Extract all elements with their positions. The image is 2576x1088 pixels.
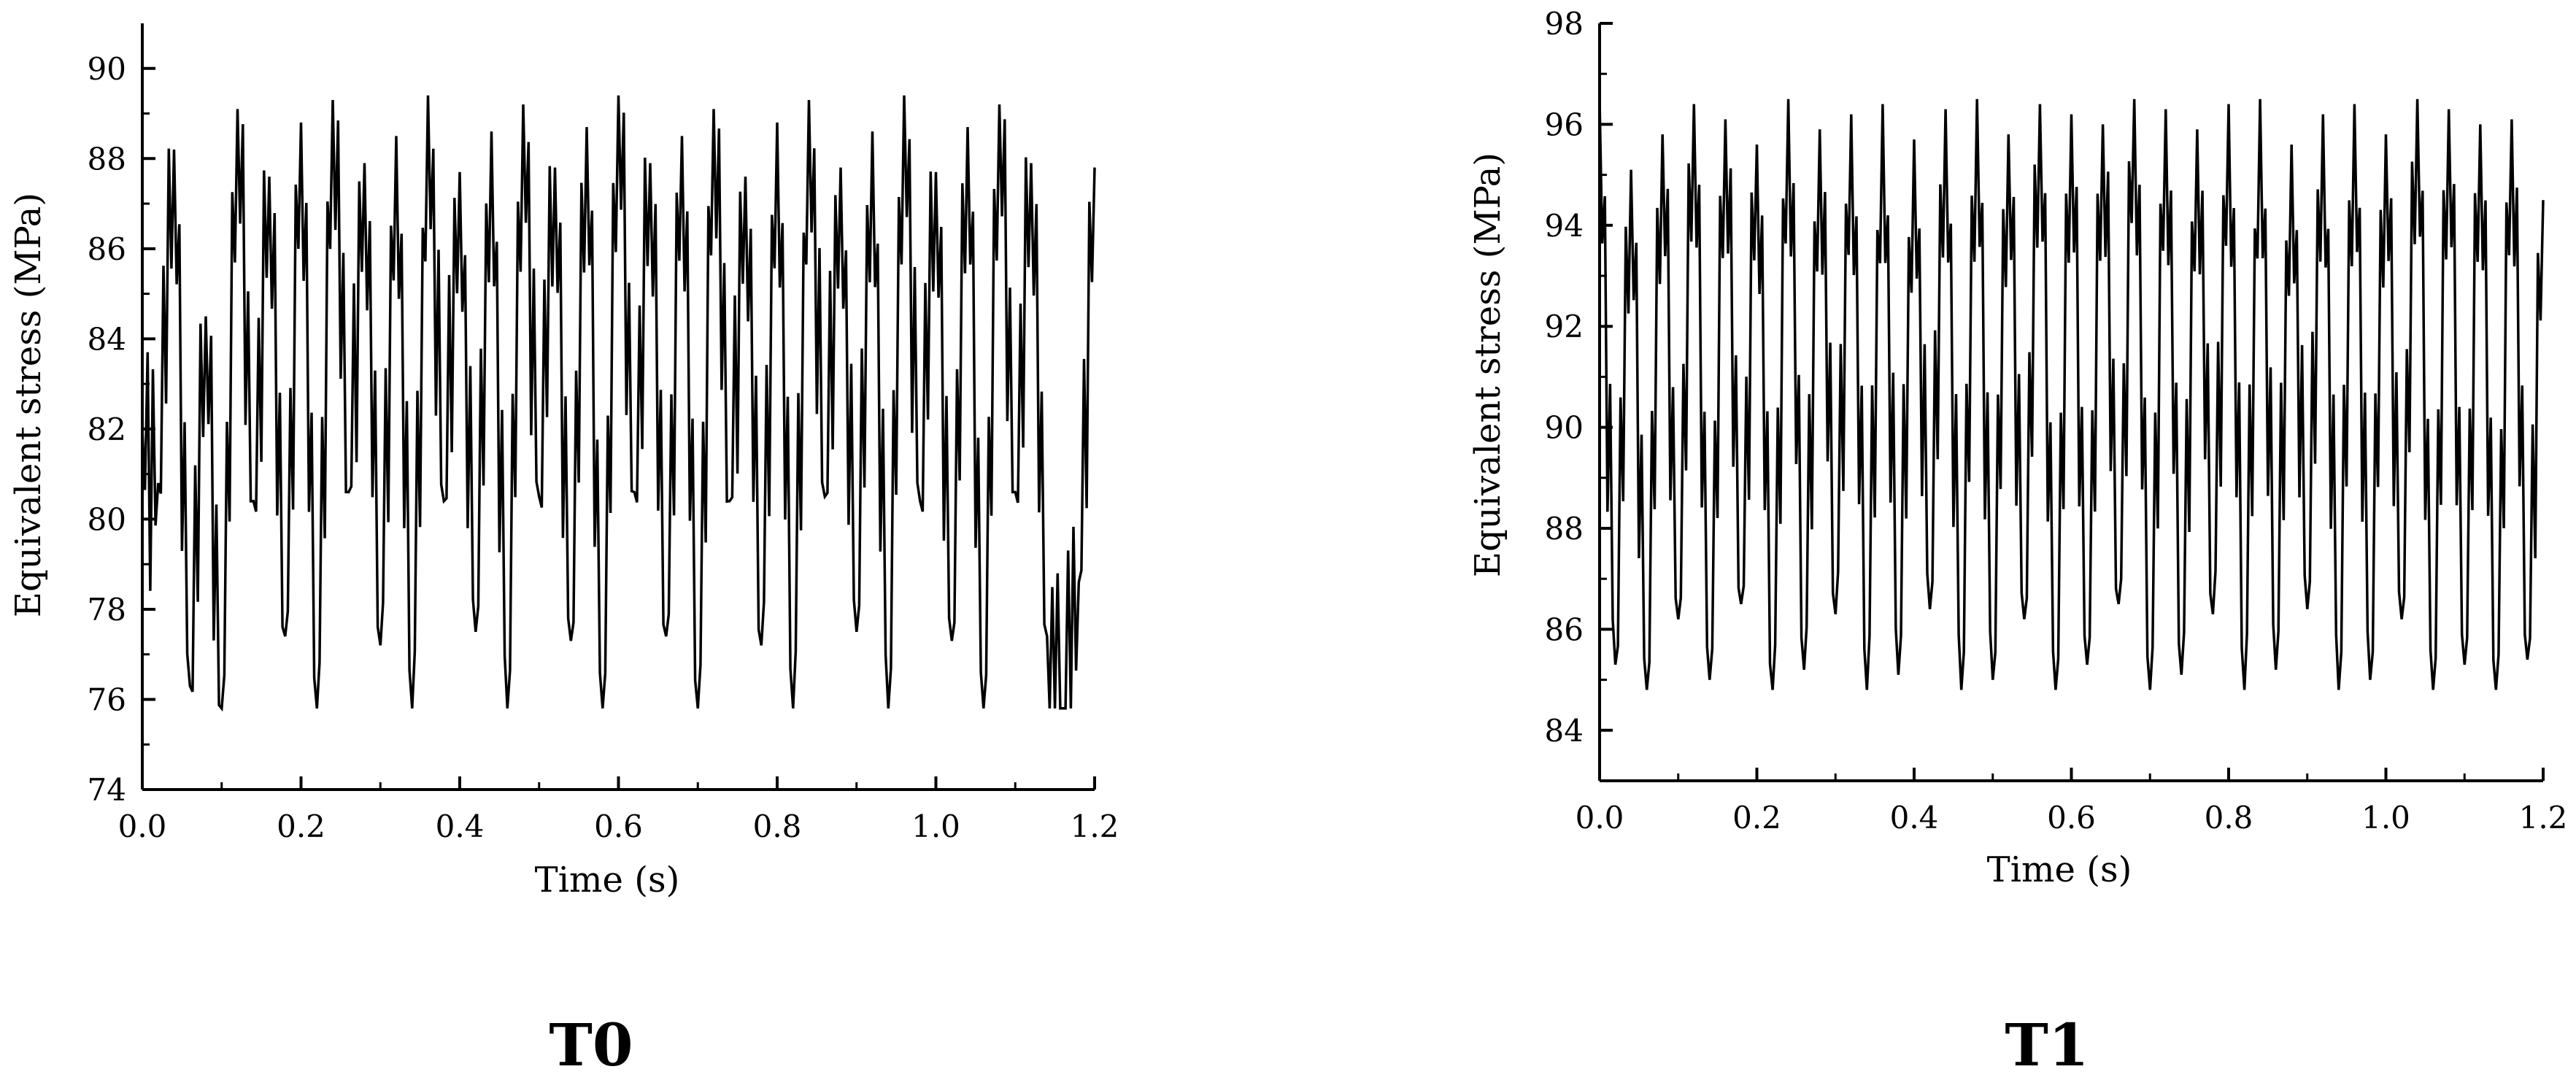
t0-y-tick-label: 78 <box>88 592 126 628</box>
t0-y-tick-label: 82 <box>88 412 126 447</box>
t0-x-tick-label: 0.0 <box>118 809 167 844</box>
t0-panel-label: T0 <box>549 1011 633 1079</box>
t1-y-tick-label: 92 <box>1545 309 1584 344</box>
t0-x-tick-label: 0.6 <box>594 809 643 844</box>
t1-x-tick-label: 1.2 <box>2519 800 2568 836</box>
t0-x-tick-label: 0.2 <box>277 809 325 844</box>
chart-panel-t0: 74 76 78 80 82 84 86 88 90 0.0 0.2 0.4 0.6 0.8 1.0 1.2… <box>8 23 1119 1079</box>
t0-x-tick-label: 1.0 <box>911 809 960 844</box>
t1-x-tick-label: 0.6 <box>2047 800 2096 836</box>
t0-y-tick-label: 76 <box>88 682 126 717</box>
t1-panel-label: T1 <box>2005 1011 2089 1079</box>
t1-y-tick-label: 88 <box>1545 511 1584 547</box>
t1-y-tick-label: 90 <box>1545 410 1584 446</box>
t1-x-tick-label: 1.0 <box>2361 800 2410 836</box>
t1-y-tick-label: 84 <box>1545 713 1584 749</box>
chart-panel-t1: 84 86 88 90 92 94 96 98 0.0 0.2 0.4 0.6 0.8 1.0 1.2 T… <box>1468 6 2567 1079</box>
t1-x-axis-label: Time (s) <box>1987 849 2132 890</box>
t1-y-axis-label: Equivalent stress (MPa) <box>1468 153 1508 577</box>
t0-x-axis-label: Time (s) <box>535 860 680 900</box>
t0-x-tick-label: 0.8 <box>753 809 802 844</box>
t0-y-axis-label: Equivalent stress (MPa) <box>8 193 49 617</box>
t0-y-tick-label: 74 <box>88 772 126 808</box>
t1-y-ticks: 84 86 88 90 92 94 96 98 <box>1545 6 1613 749</box>
t1-y-tick-label: 86 <box>1545 611 1584 647</box>
t1-series-line <box>1598 99 2545 690</box>
t0-x-tick-label: 0.4 <box>436 809 485 844</box>
t1-x-ticks: 0.0 0.2 0.4 0.6 0.8 1.0 1.2 <box>1576 768 2568 836</box>
t0-y-tick-label: 84 <box>88 321 126 357</box>
t0-series-line <box>141 95 1096 712</box>
t0-x-tick-label: 1.2 <box>1071 809 1119 844</box>
t1-y-tick-label: 98 <box>1545 6 1584 42</box>
t0-y-tick-label: 88 <box>88 141 126 177</box>
t0-y-tick-label: 86 <box>88 231 126 267</box>
t1-signal-trace <box>1598 99 2545 690</box>
t0-y-tick-label: 80 <box>88 501 126 537</box>
t1-y-tick-label: 96 <box>1545 107 1584 142</box>
t1-x-tick-label: 0.4 <box>1890 800 1939 836</box>
t0-y-ticks: 74 76 78 80 82 84 86 88 90 <box>88 51 155 808</box>
t0-x-ticks: 0.0 0.2 0.4 0.6 0.8 1.0 1.2 <box>118 776 1119 844</box>
t1-x-tick-label: 0.2 <box>1732 800 1781 836</box>
t1-x-tick-label: 0.8 <box>2205 800 2253 836</box>
t0-signal-trace <box>141 95 1096 712</box>
t0-y-tick-label: 90 <box>88 51 126 87</box>
t1-y-tick-label: 94 <box>1545 208 1584 244</box>
t1-x-tick-label: 0.0 <box>1576 800 1624 836</box>
